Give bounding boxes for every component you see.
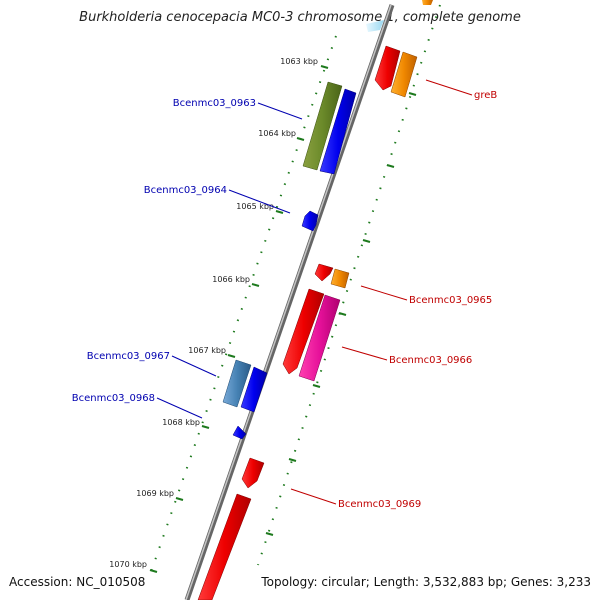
inner-tick xyxy=(408,92,417,96)
inner-tick xyxy=(312,384,321,388)
leader-lines xyxy=(156,79,473,505)
leader-line-bcen-0969 xyxy=(290,488,337,505)
leader-line-bcen-0963 xyxy=(257,102,303,120)
gene-feature-bcen-0966-red[interactable] xyxy=(282,288,325,375)
ruler-label: 1070 kbp xyxy=(109,560,147,569)
leader-line-bcen-0968 xyxy=(156,397,203,419)
inner-tick xyxy=(386,164,395,168)
leader-line-greB xyxy=(425,79,473,96)
gene-fragment-top xyxy=(366,20,384,32)
gene-feature-bcen-0963-olive[interactable] xyxy=(302,81,343,171)
leader-line-bcen-0967 xyxy=(171,355,217,377)
accession-label: Accession: NC_010508 xyxy=(9,575,146,589)
gene-feature-bcen-0969[interactable] xyxy=(241,457,265,489)
topology-info: Topology: circular; Length: 3,532,883 bp… xyxy=(261,575,591,589)
leader-line-bcen-0966 xyxy=(341,346,388,361)
gene-label-bcen-0964[interactable]: Bcenmc03_0964 xyxy=(144,185,227,196)
plus-strand-features xyxy=(197,0,433,600)
gene-feature-bcen-0964[interactable] xyxy=(301,210,319,232)
ruler-label: 1069 kbp xyxy=(136,489,174,498)
ruler-label: 1065 kbp xyxy=(236,202,274,211)
leader-line-bcen-0965 xyxy=(360,285,408,301)
gene-feature-bcen-0965-red[interactable] xyxy=(314,263,334,282)
ruler-label: 1068 kbp xyxy=(162,418,200,427)
gene-label-bcen-0966[interactable]: Bcenmc03_0966 xyxy=(389,355,472,366)
gene-feature-lower-red[interactable] xyxy=(197,493,252,600)
inner-tick xyxy=(362,239,371,243)
gene-label-bcen-0968[interactable]: Bcenmc03_0968 xyxy=(72,393,155,404)
inner-tick xyxy=(338,312,347,316)
ruler-tick-1070 xyxy=(149,569,158,573)
ruler-ticks xyxy=(149,65,417,573)
gene-label-bcen-0967[interactable]: Bcenmc03_0967 xyxy=(87,351,170,362)
gene-feature-bcen-0967[interactable] xyxy=(240,366,268,413)
gene-label-bcen-0969[interactable]: Bcenmc03_0969 xyxy=(338,499,421,510)
ruler-label: 1064 kbp xyxy=(258,129,296,138)
gene-feature-bcen-0965[interactable] xyxy=(330,268,350,289)
ruler-tick-1066 xyxy=(251,283,260,287)
gene-fragment-top-orange xyxy=(422,0,433,5)
ruler-labels: 1063 kbp 1064 kbp 1065 kbp 1066 kbp 1067… xyxy=(109,57,318,569)
ruler-tick-1064 xyxy=(296,137,305,141)
ruler-tick-1069 xyxy=(175,497,184,501)
ruler-label: 1063 kbp xyxy=(280,57,318,66)
ruler-tick-1063 xyxy=(320,65,329,69)
map-title: Burkholderia cenocepacia MC0-3 chromosom… xyxy=(79,10,521,25)
gene-feature-bcen-0963[interactable] xyxy=(319,88,357,175)
gene-label-bcen-0965[interactable]: Bcenmc03_0965 xyxy=(409,295,492,306)
gene-label-greB[interactable]: greB xyxy=(474,90,497,101)
inner-tick xyxy=(265,532,274,536)
gene-feature-bcen-0968[interactable] xyxy=(232,425,247,440)
ruler-tick-1067 xyxy=(227,354,236,358)
chromosome-backbone xyxy=(184,4,395,600)
gene-feature-greB[interactable] xyxy=(390,51,418,98)
ruler-tick-1068 xyxy=(201,425,210,429)
chromosome-backbone-highlight xyxy=(185,4,392,600)
guide-line-inner xyxy=(257,4,441,566)
leader-line-bcen-0964 xyxy=(228,189,291,214)
gene-feature-bcen-0966[interactable] xyxy=(298,294,341,382)
minus-strand-features xyxy=(222,81,357,440)
gene-label-bcen-0963[interactable]: Bcenmc03_0963 xyxy=(173,98,256,109)
ruler-label: 1066 kbp xyxy=(212,275,250,284)
gene-feature-grea-like[interactable] xyxy=(374,45,401,91)
ruler-tick-1065 xyxy=(275,210,284,214)
gene-feature-bcen-0967-steel[interactable] xyxy=(222,359,252,408)
inner-tick xyxy=(288,458,297,462)
gene-labels: greB Bcenmc03_0963 Bcenmc03_0964 Bcenmc0… xyxy=(72,90,498,510)
ruler-label: 1067 kbp xyxy=(188,346,226,355)
